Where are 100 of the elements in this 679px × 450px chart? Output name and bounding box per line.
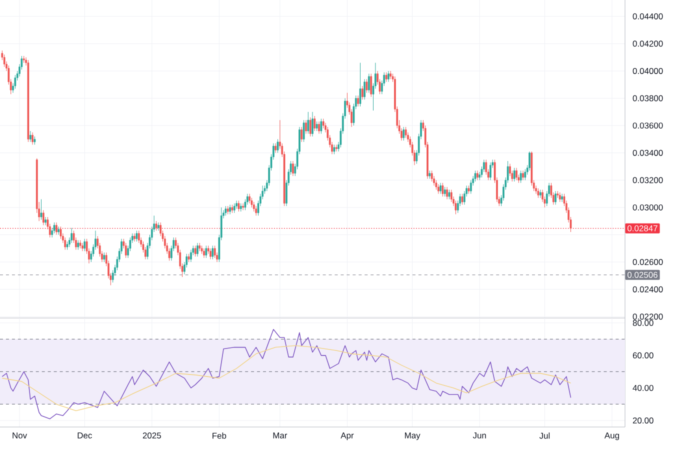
candlestick xyxy=(524,168,526,180)
y-tick-label: 0.04200 xyxy=(632,40,663,47)
candlestick xyxy=(364,78,366,100)
line-series xyxy=(2,345,572,412)
candlestick xyxy=(138,230,140,244)
candlestick xyxy=(333,144,336,154)
candlestick xyxy=(402,126,405,141)
candlestick xyxy=(316,121,318,132)
candlestick xyxy=(205,245,208,258)
candlestick xyxy=(233,203,236,214)
candlestick xyxy=(322,118,324,129)
candlestick xyxy=(528,151,530,171)
y-tick-label: 80.00 xyxy=(632,320,654,326)
candlestick xyxy=(470,180,472,194)
y-tick-label: 40.00 xyxy=(632,384,654,391)
candlestick xyxy=(253,202,255,212)
y-tick-label: 0.03800 xyxy=(632,95,663,102)
candlestick xyxy=(274,143,277,154)
candlestick xyxy=(3,54,6,68)
candlestick xyxy=(359,62,362,107)
candlestick xyxy=(314,116,316,132)
candlestick xyxy=(82,242,84,252)
candlestick xyxy=(53,222,56,234)
candlestick xyxy=(444,186,446,197)
candlestick xyxy=(194,245,196,257)
candlestick xyxy=(32,132,34,145)
candlestick xyxy=(461,194,464,205)
x-tick-label: Feb xyxy=(212,432,226,439)
candlestick xyxy=(238,200,240,212)
candlestick xyxy=(56,222,58,235)
candlestick xyxy=(42,210,44,226)
candlestick xyxy=(435,180,438,190)
candlestick xyxy=(476,170,478,180)
y-tick-label: 0.03600 xyxy=(632,122,663,129)
candlestick xyxy=(292,160,294,176)
candlestick xyxy=(307,112,310,134)
candlestick xyxy=(224,206,227,216)
candlestick xyxy=(437,184,440,194)
candlestick xyxy=(516,168,518,180)
candlestick xyxy=(300,126,303,142)
x-tick-label: Mar xyxy=(273,432,288,438)
ref-line-label: 0.02847 xyxy=(628,225,658,232)
candlestick xyxy=(276,138,279,154)
y-tick-label: 0.04400 xyxy=(632,13,663,20)
candlestick xyxy=(84,238,86,252)
x-tick-label: Jul xyxy=(539,432,550,439)
candlestick xyxy=(242,203,244,210)
candlestick xyxy=(430,170,433,182)
y-tick-label: 0.02200 xyxy=(632,314,663,320)
candlestick xyxy=(318,121,320,134)
candlestick xyxy=(103,252,106,262)
x-tick-label: Nov xyxy=(12,432,28,438)
candlestick xyxy=(320,118,322,134)
candlestick xyxy=(385,72,388,82)
candlestick xyxy=(210,248,212,260)
candlestick xyxy=(250,198,253,208)
ref-line-label: 0.02506 xyxy=(628,272,658,278)
candlestick xyxy=(561,194,563,202)
candlestick xyxy=(248,194,250,204)
candlestick xyxy=(305,120,307,134)
candlestick xyxy=(212,245,214,260)
candlestick xyxy=(537,188,540,198)
candlestick xyxy=(490,162,492,180)
candlestick xyxy=(442,182,444,197)
candlestick xyxy=(309,117,312,137)
y-tick-label: 0.03200 xyxy=(632,177,663,184)
candlestick xyxy=(388,70,390,82)
candlestick xyxy=(70,228,73,244)
candlestick xyxy=(520,170,522,184)
y-tick-label: 20.00 xyxy=(632,418,654,424)
candlestick xyxy=(77,240,80,250)
candlestick xyxy=(454,200,457,215)
x-tick-label: Apr xyxy=(340,432,354,440)
candlestick xyxy=(448,189,450,200)
candlestick xyxy=(40,199,42,220)
candlestick xyxy=(366,78,368,94)
candlestick xyxy=(362,86,364,100)
candlestick xyxy=(404,126,407,138)
x-tick-label: Aug xyxy=(604,432,619,440)
candlestick xyxy=(190,250,192,262)
candlestick xyxy=(124,242,127,258)
candlestick xyxy=(29,130,32,142)
candlestick xyxy=(44,216,46,226)
y-tick-label: 0.03400 xyxy=(632,150,663,156)
line-series xyxy=(2,328,572,420)
candlestick xyxy=(203,248,205,258)
candlestick xyxy=(370,73,372,98)
candlestick xyxy=(513,168,516,182)
y-tick-label: 0.02400 xyxy=(632,286,663,292)
y-tick-label: 0.02600 xyxy=(632,259,663,266)
candlestick xyxy=(60,226,62,240)
x-tick-label: Jun xyxy=(472,432,486,438)
candlestick xyxy=(14,74,16,89)
candlestick xyxy=(312,112,314,137)
candlestick xyxy=(474,170,476,182)
candlestick xyxy=(134,233,136,242)
candlestick xyxy=(357,95,359,107)
candlestick xyxy=(302,120,305,142)
y-tick-label: 60.00 xyxy=(632,352,654,358)
candlestick xyxy=(136,230,138,242)
